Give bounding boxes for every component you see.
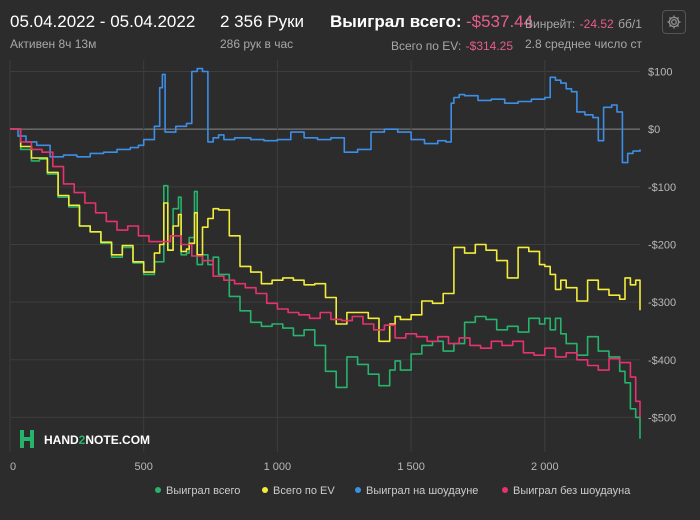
legend-label: Выиграл на шоудауне <box>366 485 478 497</box>
legend-marker <box>262 487 268 493</box>
y-tick-label: -$300 <box>648 297 676 309</box>
profit-chart: $100 $0 -$100 -$200 -$300 -$400 -$500 0 500 1 00… <box>0 60 700 515</box>
y-tick-label: -$100 <box>648 182 676 194</box>
ev-summary: Всего по EV: -$314.25 <box>391 37 513 55</box>
y-tick-label: $100 <box>648 67 672 79</box>
legend-item[interactable]: Всего по EV <box>262 485 335 497</box>
winrate-summary: Винрейт: -24.52 бб/1 <box>525 15 642 33</box>
ev-value: -$314.25 <box>465 39 514 53</box>
average-stack-text: 2.8 среднее число ст <box>525 37 643 51</box>
series-line-non-showdown <box>10 128 641 418</box>
y-tick-label: $0 <box>648 124 660 136</box>
x-tick-label: 2 000 <box>531 461 559 473</box>
y-axis: $100 $0 -$100 -$200 -$300 -$400 -$500 <box>648 67 676 425</box>
winrate-label: Винрейт: <box>525 17 576 31</box>
series-layer <box>10 67 641 439</box>
winrate-value: -24.52 <box>579 17 614 31</box>
series-line-ev <box>10 128 641 343</box>
legend-label: Выиграл всего <box>166 485 240 497</box>
profit-chart-svg: $100 $0 -$100 -$200 -$300 -$400 -$500 0 500 1 00… <box>9 60 676 497</box>
y-tick-label: -$400 <box>648 355 676 367</box>
legend-item[interactable]: Выиграл без шоудауна <box>502 485 631 497</box>
winrate-unit: бб/1 <box>618 17 642 31</box>
x-tick-label: 1 000 <box>264 461 292 473</box>
hand2note-logo-mark <box>20 430 34 448</box>
y-tick-label: -$500 <box>648 412 676 424</box>
gear-icon <box>667 15 681 29</box>
settings-button[interactable] <box>662 10 686 34</box>
hands-per-hour: 286 рук в час <box>220 37 294 51</box>
legend-marker <box>502 487 508 493</box>
series-line-showdown <box>10 67 641 164</box>
legend-item[interactable]: Выиграл на шоудауне <box>355 485 478 497</box>
active-time: Активен 8ч 13м <box>10 37 97 51</box>
hands-count: 2 356 Руки <box>220 12 305 31</box>
y-tick-label: -$200 <box>648 239 676 251</box>
x-tick-label: 1 500 <box>397 461 425 473</box>
x-tick-label: 500 <box>135 461 153 473</box>
won-total-value: -$537.44 <box>465 12 534 31</box>
x-tick-label: 0 <box>10 461 16 473</box>
legend-item[interactable]: Выиграл всего <box>155 485 240 497</box>
hand2note-logo: HAND2NOTE.COM <box>20 430 150 448</box>
date-range: 05.04.2022 - 05.04.2022 <box>10 12 196 31</box>
won-total-summary: Выиграл всего: -$537.44 <box>330 12 533 32</box>
legend-marker <box>355 487 361 493</box>
legend-label: Всего по EV <box>273 485 335 497</box>
series-line-won-total <box>10 128 641 439</box>
ev-label: Всего по EV: <box>391 39 462 53</box>
stats-header: 05.04.2022 - 05.04.2022 Активен 8ч 13м 2… <box>0 0 700 60</box>
legend-marker <box>155 487 161 493</box>
hand2note-logo-text: HAND2NOTE.COM <box>44 433 150 447</box>
won-total-label: Выиграл всего: <box>330 12 462 31</box>
x-axis: 0 500 1 000 1 500 2 000 <box>10 461 559 473</box>
legend: Выиграл всего Всего по EV Выиграл на шоуда… <box>155 485 631 497</box>
grid <box>9 60 640 452</box>
legend-label: Выиграл без шоудауна <box>513 485 631 497</box>
